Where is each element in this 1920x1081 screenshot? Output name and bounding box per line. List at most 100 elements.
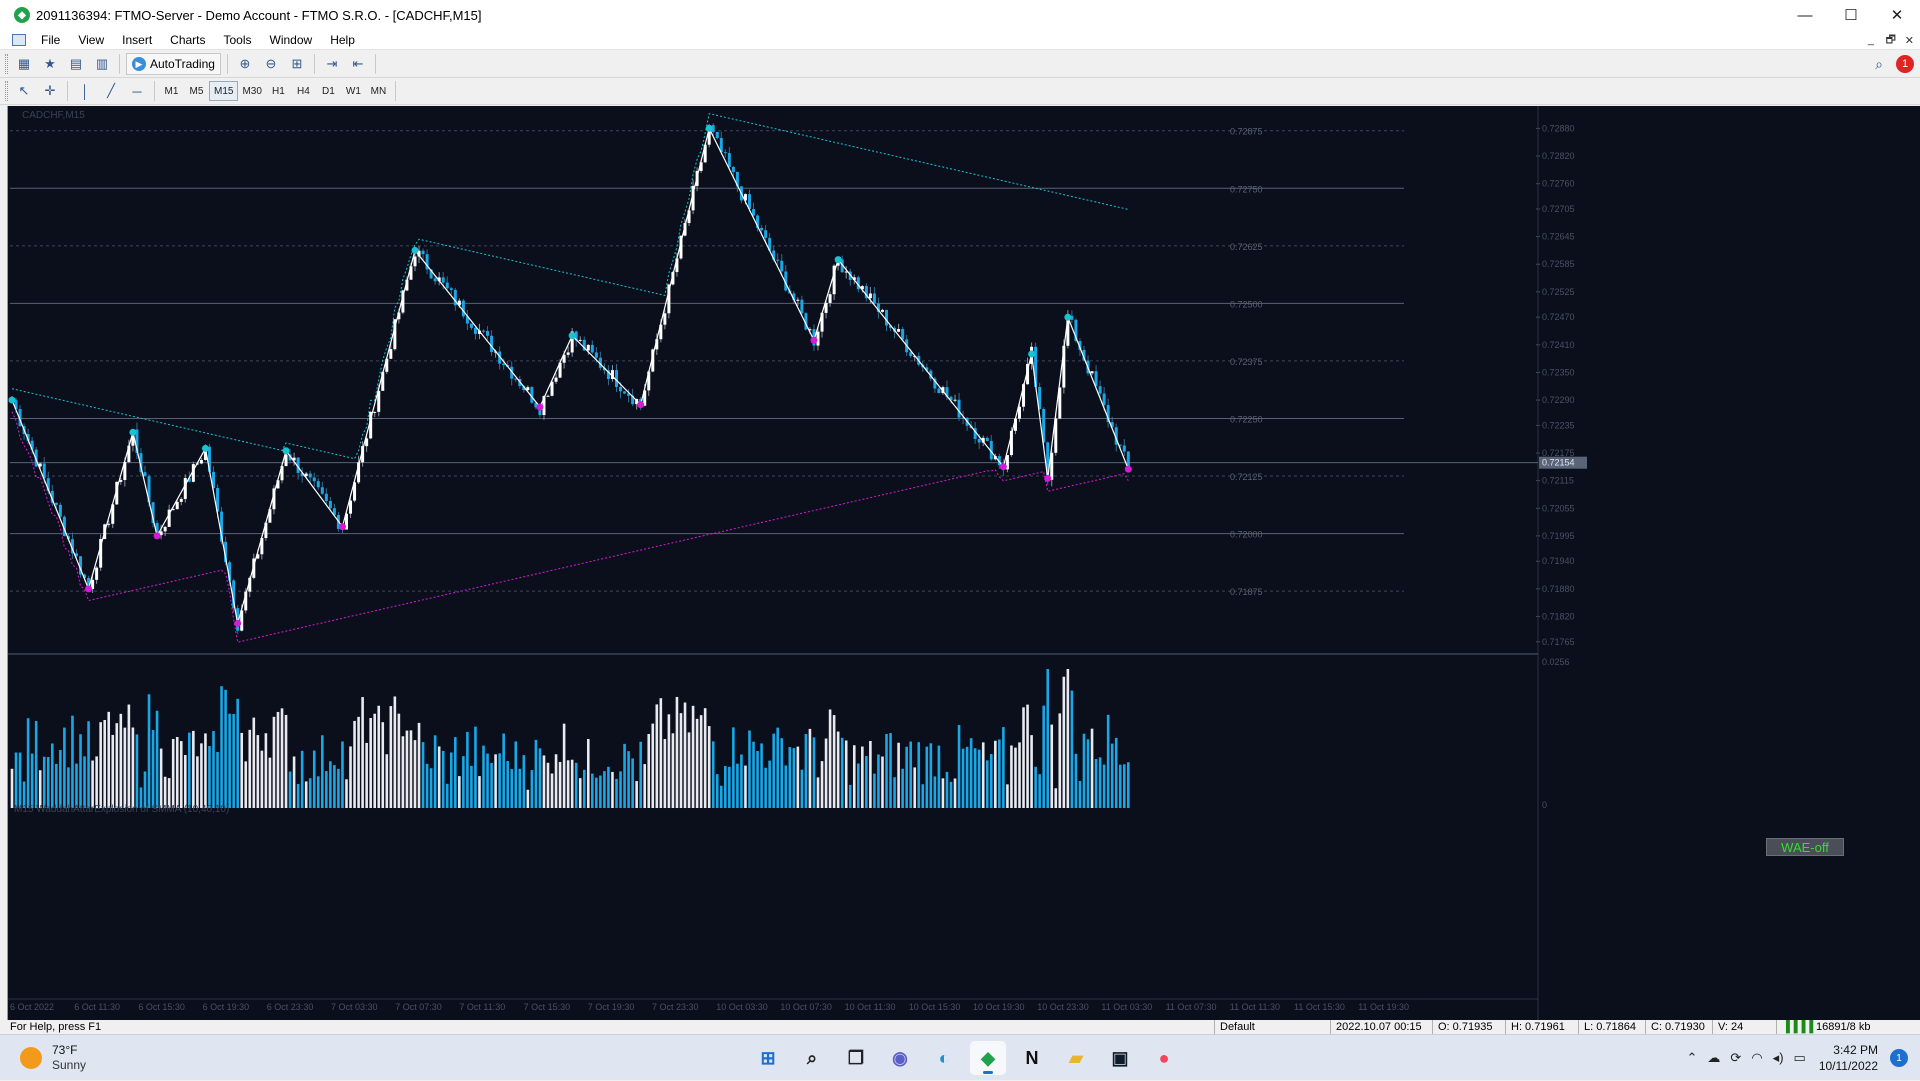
metatrader-icon[interactable]: ◆	[970, 1041, 1006, 1075]
autotrading-button[interactable]: ▶ AutoTrading	[126, 53, 221, 75]
timeframe-m5[interactable]: M5	[189, 85, 204, 97]
close-button[interactable]: ✕	[1890, 7, 1904, 24]
indicator-bar	[631, 758, 634, 808]
timeframe-m1[interactable]: M1	[164, 85, 179, 97]
menu-help[interactable]: Help	[330, 32, 355, 47]
notification-badge[interactable]: 1	[1896, 55, 1914, 73]
menu-window[interactable]: Window	[269, 32, 313, 47]
chart-window-icon[interactable]	[12, 33, 26, 46]
volume-icon[interactable]: ◂)	[1772, 1050, 1784, 1065]
candle-body	[127, 445, 131, 463]
timeframe-d1[interactable]: D1	[322, 85, 335, 97]
indicator-bar	[300, 750, 304, 808]
timeframe-h4[interactable]: H4	[297, 85, 310, 97]
terminal-icon[interactable]: ▣	[1111, 1047, 1129, 1068]
candle-body	[1078, 341, 1082, 350]
candle-body	[671, 272, 675, 285]
candle-body	[953, 399, 957, 401]
zoom-in-icon[interactable]: ⊕	[239, 56, 251, 71]
notification-center-badge[interactable]: 1	[1890, 1049, 1908, 1067]
indicator-bar	[639, 741, 642, 808]
candle-body	[530, 387, 534, 403]
timeframe-m15[interactable]: M15	[209, 81, 239, 101]
trendline-icon[interactable]: ╱	[107, 83, 115, 98]
file-explorer-icon[interactable]: ▰	[1069, 1047, 1083, 1068]
task-view-icon[interactable]: ❐	[847, 1047, 865, 1068]
battery-icon[interactable]: ▭	[1793, 1050, 1806, 1065]
teams-icon[interactable]: ◉	[892, 1047, 908, 1068]
search-icon[interactable]: ⌕	[1875, 55, 1883, 72]
status-profile: Default	[1220, 1021, 1255, 1033]
onedrive-icon[interactable]: ☁	[1707, 1050, 1721, 1065]
indicator-bar	[711, 741, 715, 808]
indicator-bar	[772, 733, 775, 808]
notion-icon[interactable]: N	[1025, 1047, 1039, 1068]
time-axis-label: 11 Oct 19:30	[1358, 1002, 1409, 1012]
minimize-button[interactable]: —	[1797, 6, 1813, 24]
indicator-bar	[1094, 759, 1098, 808]
mdi-restore-button[interactable]: 🗗	[1885, 33, 1896, 46]
swing-high-dot	[834, 256, 842, 264]
wae-off-button[interactable]: WAE-off	[1766, 838, 1844, 856]
menu-insert[interactable]: Insert	[122, 32, 153, 47]
candle-body	[550, 381, 554, 396]
candle-body	[135, 429, 139, 454]
chart-shift-icon[interactable]: ⇥	[326, 56, 338, 71]
candle-body	[1009, 430, 1013, 456]
candle-body	[393, 319, 397, 350]
search-icon[interactable]: ⌕	[806, 1047, 818, 1068]
candle-body	[490, 335, 494, 353]
indicator-bar	[651, 723, 655, 808]
time-axis-label: 10 Oct 15:30	[909, 1002, 961, 1012]
toolbar-grip[interactable]	[5, 54, 8, 74]
menu-file[interactable]: File	[41, 32, 61, 47]
edge-icon[interactable]: ◐	[938, 1047, 950, 1068]
timeframe-mn[interactable]: MN	[370, 85, 387, 97]
candle-body	[981, 437, 985, 443]
zoom-out-icon[interactable]: ⊖	[265, 56, 277, 71]
cursor-icon[interactable]: ↖	[18, 83, 30, 98]
chevron-up-icon[interactable]: ⌃	[1686, 1050, 1698, 1065]
wifi-icon[interactable]: ◠	[1751, 1050, 1763, 1065]
mdi-close-button[interactable]: ✕	[1904, 34, 1914, 47]
indicator-bar	[937, 745, 941, 808]
profiles-icon[interactable]: ★	[44, 56, 56, 71]
indicator-bar	[316, 776, 320, 808]
timeframe-m30[interactable]: M30	[242, 85, 262, 97]
autoscroll-icon[interactable]: ⇤	[352, 56, 364, 71]
indicator-bar	[812, 737, 816, 808]
sync-icon[interactable]: ⟳	[1730, 1050, 1742, 1065]
menu-bar: File View Insert Charts Tools Window Hel…	[0, 30, 1920, 50]
navigator-icon[interactable]: ▥	[95, 56, 109, 71]
mdi-minimize-button[interactable]: _	[1867, 34, 1874, 46]
candle-body	[373, 411, 377, 413]
chart-area[interactable]: 0.72875 0.72750 0.72625 0.72500 0.72375 0.722…	[8, 106, 1920, 1020]
indicator-bar	[941, 778, 945, 808]
vertical-line-icon[interactable]: │	[80, 83, 90, 99]
horizontal-line-icon[interactable]: ─	[132, 83, 142, 99]
symbol-label: CADCHF,M15	[22, 110, 85, 121]
tile-windows-icon[interactable]: ⊞	[291, 56, 303, 71]
indicator-bar	[63, 727, 66, 808]
crosshair-icon[interactable]: ✛	[44, 83, 56, 98]
indicator-bar	[1050, 724, 1054, 808]
start-icon[interactable]: ⊞	[760, 1047, 776, 1068]
clock[interactable]: 3:42 PM 10/11/2022	[1819, 1042, 1878, 1074]
toolbar-grip[interactable]	[5, 81, 8, 101]
menu-tools[interactable]: Tools	[223, 32, 252, 47]
candle-body	[167, 509, 171, 527]
timeframe-w1[interactable]: W1	[345, 85, 361, 97]
candle-body	[79, 556, 83, 575]
indicator-bar	[703, 708, 707, 808]
candle-body	[901, 329, 905, 340]
weather-widget[interactable]: 73°F Sunny	[20, 1043, 86, 1073]
swing-high-dot	[568, 332, 576, 340]
price-chart[interactable]: 0.72875 0.72750 0.72625 0.72500 0.72375 0.722…	[8, 106, 1920, 1020]
menu-view[interactable]: View	[78, 32, 105, 47]
timeframe-h1[interactable]: H1	[272, 85, 285, 97]
maximize-button[interactable]: ☐	[1844, 7, 1858, 24]
market-watch-icon[interactable]: ▤	[69, 56, 83, 71]
menu-charts[interactable]: Charts	[170, 32, 206, 47]
new-chart-icon[interactable]: ▦	[17, 56, 31, 71]
tinder-icon[interactable]: ●	[1158, 1047, 1170, 1068]
